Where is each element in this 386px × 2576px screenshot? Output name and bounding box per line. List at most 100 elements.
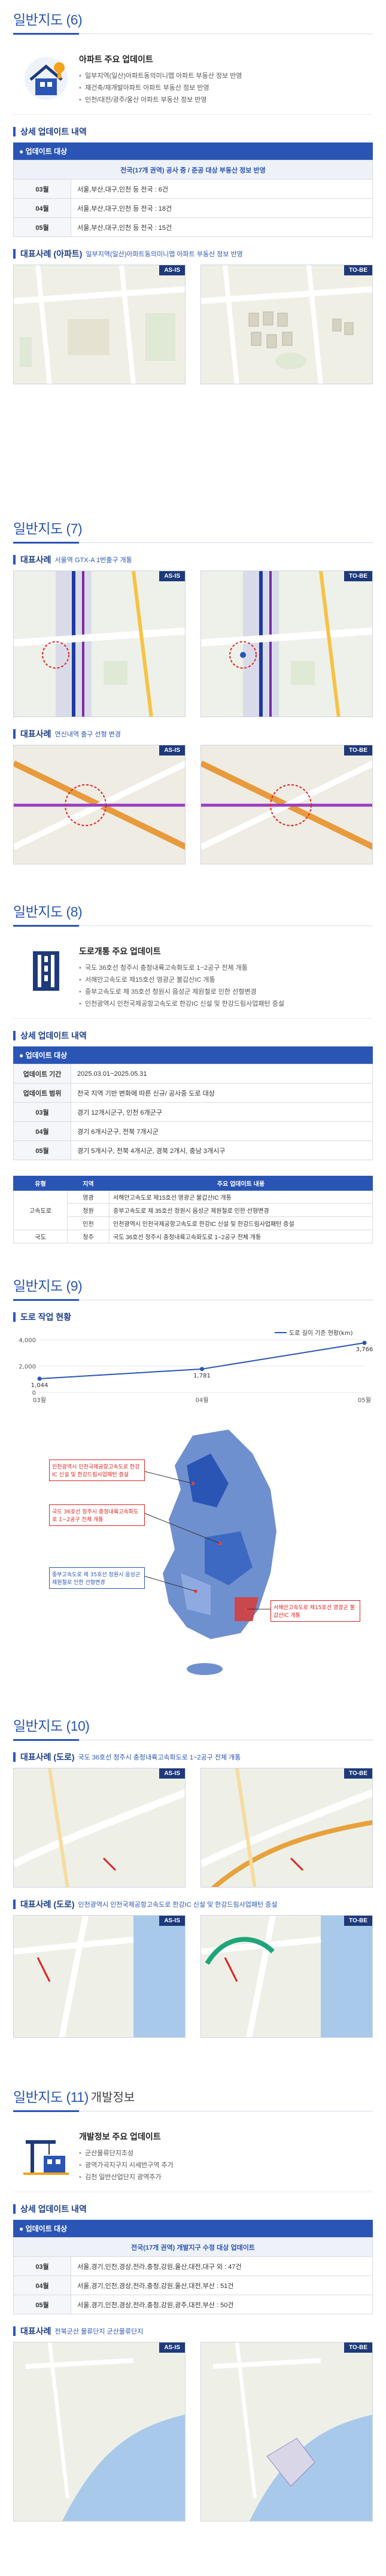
- to-be-tag: TO-BE: [344, 571, 372, 581]
- as-is-tag: AS-IS: [159, 2343, 185, 2353]
- table-row: 05월 서울,경기,인천,경상,전라,충청,강원,광주,대전,부산 : 50건: [13, 2295, 373, 2314]
- intro-box: 아파트 주요 업데이트 일부지역(일산)아파트동의미니맵 아파트 부동산 정보 …: [13, 45, 373, 115]
- data-point: [200, 1367, 204, 1372]
- section-9: 일반지도 (9) 도로 작업 현황 0 2,000 4,000 03월 04월 05월 1,…: [0, 1266, 386, 1706]
- construction-icon: [13, 2128, 79, 2183]
- update-target-bar: ● 업데이트 대상: [13, 1046, 373, 1064]
- map-callout: 서해안고속도로 제15호선 영광군 불갑산IC 개통: [270, 1600, 360, 1622]
- case-heading: 대표사례 (도로) 국도 36호선 청주시 충청내륙고속화도로 1~2공구 전체 …: [13, 1751, 373, 1763]
- case-heading: 대표사례 서울역 GTX-A 1번출구 개통: [13, 554, 373, 566]
- table-row: 04월 서울,경기,인천,경상,전라,충청,강원,울산,대전,부산 : 51건: [13, 2275, 373, 2295]
- to-be-map[interactable]: TO-BE: [200, 571, 373, 717]
- intro-item: 일부지역(일산)아파트동의미니맵 아파트 부동산 정보 반영: [79, 70, 373, 82]
- table-row: 04월 서울,부산,대구,인천 등 전국 : 18건: [13, 198, 373, 218]
- case-heading: 대표사례 연신내역 출구 선형 변경: [13, 728, 373, 740]
- to-be-tag: TO-BE: [344, 745, 372, 755]
- section-7: 일반지도 (7) 대표사례 서울역 GTX-A 1번출구 개통 AS-IS: [0, 509, 386, 892]
- table-row: 국도 청주 국도 36호선 청주시 충청내륙고속화도로 1~2공구 전체 개통: [13, 1230, 373, 1243]
- data-point: [362, 1340, 367, 1345]
- x-tick-label: 05월: [358, 1397, 371, 1404]
- as-is-map[interactable]: AS-IS: [13, 1915, 186, 2038]
- intro-item: 군산물류단지조성: [79, 2147, 373, 2159]
- intro-item: 중부고속도로 제 35호선 청원시 음성군 제원철로 인한 선형변경: [79, 986, 373, 998]
- intro-heading: 개발정보 주요 업데이트: [79, 2132, 161, 2141]
- road-icon: [13, 943, 79, 998]
- apartment-icon: [13, 51, 79, 106]
- intro-heading: 도로개통 주요 업데이트: [79, 946, 161, 956]
- to-be-tag: TO-BE: [344, 1768, 372, 1779]
- update-target-bar: ● 업데이트 대상: [13, 142, 373, 160]
- to-be-map[interactable]: TO-BE: [200, 265, 373, 384]
- data-label: 1,781: [193, 1373, 211, 1379]
- table-row: 인천 인천광역시 인천국제공항고속도로 한강IC 신설 및 한강드림사업패턴 증설: [14, 1216, 373, 1230]
- as-is-tag: AS-IS: [159, 745, 185, 755]
- as-is-map[interactable]: AS-IS: [13, 745, 186, 864]
- case-heading: 대표사례 (도로) 인천광역시 인천국제공항고속도로 한강IC 신설 및 한강드림…: [13, 1898, 373, 1910]
- table-row: 03월 서울,경기,인천,경상,전라,충청,강원,울산,대전,대구 외 : 47건: [13, 2256, 373, 2276]
- as-is-tag: AS-IS: [159, 571, 185, 581]
- table-row: 05월 경기 5개시구, 전북 4개시군, 경북 2개시, 충남 3개시구: [13, 1140, 373, 1160]
- as-is-tag: AS-IS: [159, 1768, 185, 1779]
- table-row: 05월 서울,부산,대구,인천 등 전국 : 15건: [13, 217, 373, 237]
- section-title: 일반지도 (11) 개발정보: [13, 2089, 135, 2105]
- intro-box: 개발정보 주요 업데이트 군산물류단지조성 광역가곡지구지 시세반구역 추가 김…: [13, 2122, 373, 2192]
- road-work-chart: 0 2,000 4,000 03월 04월 05월 1,044 1,781 3,766 도로 길이…: [13, 1328, 373, 1408]
- section-title: 일반지도 (9): [13, 1278, 83, 1294]
- update-table: 전국(17개 권역) 공사 중 / 준공 대상 부동산 정보 반영 03월 서울,…: [13, 160, 373, 237]
- section-11: 일반지도 (11)개발정보 개발정보 주요 업데이트 군산물류단지조성 광역가곡…: [0, 2077, 386, 2576]
- update-table: 업데이트 기간 2025.03.01~2025.05.31 업데이트 범위 전국 지…: [13, 1064, 373, 1160]
- case-heading: 대표사례 (아파트) 일부지역(일산)아파트동의미니맵 아파트 부동산 정보 반영: [13, 248, 373, 260]
- as-is-tag: AS-IS: [159, 265, 185, 275]
- map-callout: 국도 36호선 청주시 충청내륙고속화도로 1~2공구 전체 개통: [49, 1504, 145, 1526]
- to-be-tag: TO-BE: [344, 265, 372, 275]
- to-be-map[interactable]: TO-BE: [200, 1768, 373, 1888]
- map-callout: 인천광역시 인천국제공항고속도로 한강IC 신설 및 한강드림사업패턴 증설: [49, 1460, 145, 1481]
- detail-heading: 상세 업데이트 내역: [13, 2203, 373, 2215]
- map-callout: 중부고속도로 제 35호선 청원시 음성군 제원철로 인한 선형변경: [49, 1567, 145, 1589]
- data-label: 1,044: [31, 1382, 48, 1389]
- to-be-tag: TO-BE: [344, 2343, 372, 2353]
- intro-item: 광역가곡지구지 시세반구역 추가: [79, 2159, 373, 2171]
- table-row: 03월 경기 12개시군구, 인천 6개군구: [13, 1102, 373, 1122]
- to-be-map[interactable]: TO-BE: [200, 745, 373, 864]
- intro-item: 국도 36호선 청주시 충청내륙고속화도로 1~2공구 전체 개통: [79, 962, 373, 974]
- update-target-bar: ● 업데이트 대상: [13, 2220, 373, 2237]
- to-be-map[interactable]: TO-BE: [200, 1915, 373, 2038]
- as-is-map[interactable]: AS-IS: [13, 265, 186, 384]
- section-6: 일반지도 (6) 아파트 주요 업데이트 일부지역(일산)아파트동의미니맵 아파…: [0, 0, 386, 509]
- to-be-map[interactable]: TO-BE: [200, 2342, 373, 2522]
- intro-item: 김천 일반산업단지 광역추가: [79, 2171, 373, 2183]
- y-tick-label: 0: [32, 1390, 36, 1397]
- intro-box: 도로개통 주요 업데이트 국도 36호선 청주시 충청내륙고속화도로 1~2공구…: [13, 937, 373, 1019]
- x-tick-label: 04월: [196, 1397, 209, 1404]
- update-table: 전국(17개 권역) 개발지구 수정 대상 업데이트 03월 서울,경기,인천,경…: [13, 2237, 373, 2314]
- chart-heading: 도로 작업 현황: [13, 1311, 373, 1323]
- case-heading: 대표사례 전북군산 물류단지 군산물류단지: [13, 2325, 373, 2337]
- intro-heading: 아파트 주요 업데이트: [79, 54, 153, 64]
- as-is-map[interactable]: AS-IS: [13, 1768, 186, 1888]
- korea-map[interactable]: 인천광역시 인천국제공항고속도로 한강IC 신설 및 한강드림사업패턴 증설 국…: [13, 1418, 373, 1681]
- as-is-tag: AS-IS: [159, 1916, 185, 1926]
- table-row: 청원 중부고속도로 제 35호선 청원시 음성군 제원철로 인한 선형변경: [14, 1203, 373, 1217]
- road-type-table: 유형 지역 주요 업데이트 내용 고속도로 영광 서해안고속도로 제15호선 영광군…: [13, 1176, 373, 1243]
- detail-heading: 상세 업데이트 내역: [13, 126, 373, 138]
- line-chart: 0 2,000 4,000 03월 04월 05월 1,044 1,781 3,766 도로 길이…: [19, 1329, 373, 1404]
- intro-item: 인천/대전/광주/울산 아파트 부동산 정보 반영: [79, 94, 373, 106]
- as-is-map[interactable]: AS-IS: [13, 571, 186, 717]
- x-tick-label: 03월: [33, 1397, 46, 1404]
- intro-item: 재건축/재개발아파트 아파트 부동산 정보 반영: [79, 82, 373, 94]
- section-title: 일반지도 (6): [13, 12, 83, 28]
- data-label: 3,766: [356, 1346, 373, 1353]
- table-row: 04월 경기 6개시군구, 전북 7개시군: [13, 1121, 373, 1141]
- table-row: 업데이트 범위 전국 지역 기반 변화에 따른 신규/ 공사중 도로 대상: [13, 1083, 373, 1103]
- table-row: 03월 서울,부산,대구,인천 등 전국 : 6건: [13, 179, 373, 199]
- section-10: 일반지도 (10) 대표사례 (도로) 국도 36호선 청주시 충청내륙고속화도로…: [0, 1706, 386, 2077]
- section-8: 일반지도 (8) 도로개통 주요 업데이트 국도 36호선 청주시 충청내륙고속…: [0, 892, 386, 1266]
- intro-item: 서해안고속도로 제15호선 영광군 불갑산IC 개통: [79, 974, 373, 986]
- data-point: [37, 1376, 42, 1381]
- table-row: 업데이트 기간 2025.03.01~2025.05.31: [13, 1064, 373, 1084]
- y-tick-label: 2,000: [19, 1364, 36, 1370]
- divider: [13, 542, 373, 544]
- intro-item: 인천광역시 인천국제공항고속도로 한강IC 신설 및 한강드림사업패턴 증설: [79, 998, 373, 1010]
- as-is-map[interactable]: AS-IS: [13, 2342, 186, 2522]
